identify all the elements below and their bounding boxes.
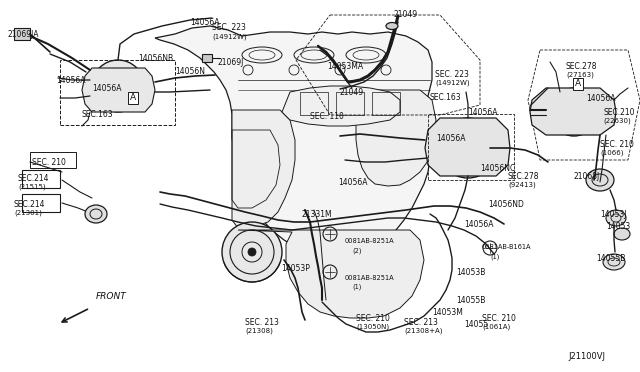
Text: SEC.163: SEC.163	[82, 110, 114, 119]
Text: SEC. 210: SEC. 210	[482, 314, 516, 323]
Text: SEC. 210: SEC. 210	[32, 158, 66, 167]
Text: SEC. 213: SEC. 213	[404, 318, 438, 327]
Text: (21308): (21308)	[245, 328, 273, 334]
Text: SEC.278: SEC.278	[508, 172, 540, 181]
Text: SEC.163: SEC.163	[430, 93, 461, 102]
Circle shape	[248, 248, 256, 256]
Text: (21515): (21515)	[18, 184, 45, 190]
Text: J21100VJ: J21100VJ	[568, 352, 605, 361]
Text: 14056A: 14056A	[190, 18, 220, 27]
Text: 0081AB-8251A: 0081AB-8251A	[345, 238, 395, 244]
Polygon shape	[425, 118, 510, 176]
Polygon shape	[282, 86, 400, 126]
Text: 14056NB: 14056NB	[138, 54, 173, 63]
Text: (1061A): (1061A)	[482, 324, 510, 330]
Text: A: A	[575, 80, 581, 89]
Text: SEC. 110: SEC. 110	[310, 112, 344, 121]
Bar	[30, 152, 76, 168]
Bar	[14, 28, 30, 40]
Text: (2): (2)	[352, 247, 362, 253]
Text: 14053M: 14053M	[432, 308, 463, 317]
Text: SEC.278: SEC.278	[566, 62, 598, 71]
Ellipse shape	[85, 205, 107, 223]
Bar	[22, 194, 60, 212]
Text: FRONT: FRONT	[96, 292, 127, 301]
Ellipse shape	[614, 228, 630, 240]
Text: 14053J: 14053J	[600, 210, 627, 219]
Text: 14053: 14053	[606, 222, 630, 231]
Text: SEC. 223: SEC. 223	[435, 70, 469, 79]
Text: 21049: 21049	[394, 10, 418, 19]
Text: (1): (1)	[490, 253, 499, 260]
Text: (14912W): (14912W)	[212, 33, 246, 39]
Bar	[22, 170, 60, 188]
Circle shape	[550, 88, 598, 136]
Bar	[428, 114, 514, 180]
Text: (21301): (21301)	[14, 210, 42, 217]
Text: (22630): (22630)	[603, 118, 631, 125]
Text: 14055B: 14055B	[596, 254, 625, 263]
Text: 14056A: 14056A	[92, 84, 122, 93]
Text: A: A	[130, 93, 136, 103]
Text: SEC. 223: SEC. 223	[212, 23, 246, 32]
Text: 21068J: 21068J	[574, 172, 600, 181]
Text: 14053MA: 14053MA	[327, 62, 363, 71]
Text: 21069JA: 21069JA	[8, 30, 40, 39]
Text: (92413): (92413)	[508, 182, 536, 189]
Bar	[60, 60, 175, 125]
Polygon shape	[356, 90, 436, 186]
Text: (14912W): (14912W)	[435, 80, 470, 87]
Polygon shape	[155, 26, 436, 256]
Text: SEC.210: SEC.210	[603, 108, 634, 117]
Circle shape	[222, 222, 282, 282]
Circle shape	[438, 118, 498, 178]
Text: (1): (1)	[352, 284, 362, 291]
Text: (1066): (1066)	[600, 150, 623, 157]
Text: (21308+A): (21308+A)	[404, 328, 442, 334]
Ellipse shape	[606, 210, 626, 226]
Text: 0081AB-B161A: 0081AB-B161A	[482, 244, 531, 250]
Text: (13050N): (13050N)	[356, 324, 389, 330]
Text: 14053B: 14053B	[456, 268, 485, 277]
Text: SEC.214: SEC.214	[14, 200, 45, 209]
Text: (27163): (27163)	[566, 72, 594, 78]
Text: 21069J: 21069J	[218, 58, 244, 67]
Text: 14056ND: 14056ND	[488, 200, 524, 209]
Text: 0081AB-8251A: 0081AB-8251A	[345, 275, 395, 281]
Text: 14055: 14055	[464, 320, 488, 329]
Text: SEC. 210: SEC. 210	[600, 140, 634, 149]
Polygon shape	[530, 88, 616, 135]
Text: 14055B: 14055B	[456, 296, 485, 305]
Text: 21049: 21049	[340, 88, 364, 97]
Text: 14056A: 14056A	[468, 108, 497, 117]
Text: 14056A: 14056A	[464, 220, 493, 229]
Polygon shape	[238, 230, 424, 318]
Text: 14056A: 14056A	[586, 94, 616, 103]
Text: 14056A: 14056A	[56, 76, 86, 85]
Polygon shape	[232, 110, 295, 228]
Text: SEC. 210: SEC. 210	[356, 314, 390, 323]
Text: 21331M: 21331M	[302, 210, 333, 219]
Bar	[202, 54, 212, 62]
Polygon shape	[82, 68, 155, 112]
Text: SEC. 213: SEC. 213	[245, 318, 279, 327]
Text: 14053P: 14053P	[281, 264, 310, 273]
Text: 14056NC: 14056NC	[480, 164, 515, 173]
Text: 14056N: 14056N	[175, 67, 205, 76]
Ellipse shape	[603, 254, 625, 270]
Text: 14056A: 14056A	[338, 178, 367, 187]
Ellipse shape	[586, 169, 614, 191]
Ellipse shape	[386, 22, 398, 29]
Text: 14056A: 14056A	[436, 134, 465, 143]
Circle shape	[92, 60, 144, 112]
Text: SEC.214: SEC.214	[18, 174, 49, 183]
